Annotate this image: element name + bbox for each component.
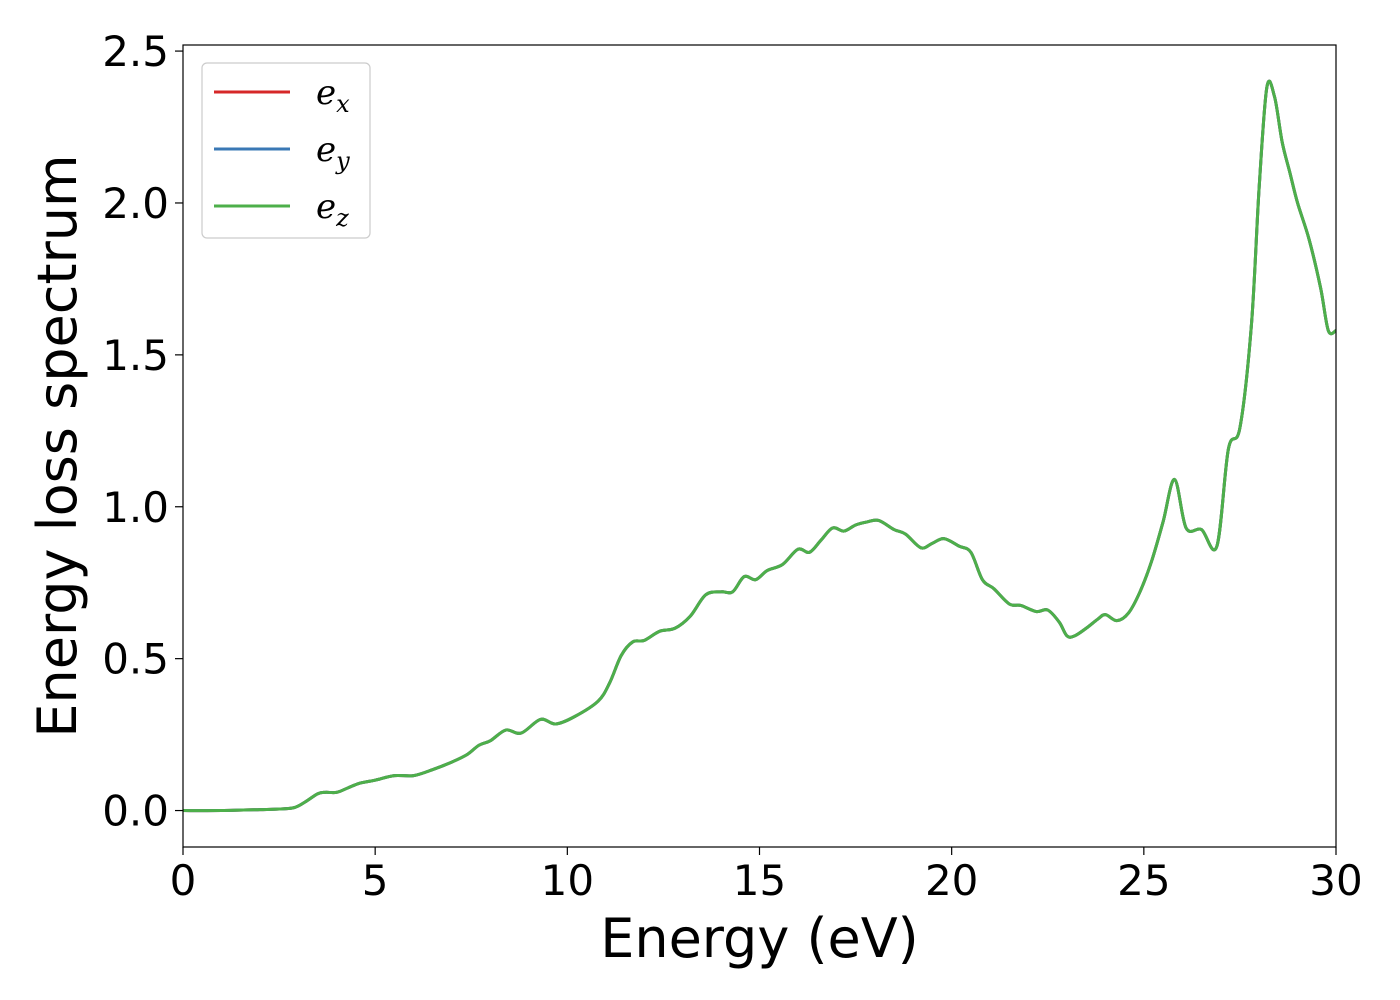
x-tick-label: 5 xyxy=(362,856,389,905)
x-tick-label: 15 xyxy=(733,856,786,905)
y-axis-ticks: 0.0 0.5 1.0 1.5 2.0 2.5 xyxy=(102,27,183,835)
x-axis-ticks: 0 5 10 15 20 25 30 xyxy=(170,847,1363,905)
y-tick-label: 1.5 xyxy=(102,331,169,380)
y-axis-label: Energy loss spectrum xyxy=(26,154,89,737)
x-tick-label: 10 xyxy=(541,856,594,905)
x-tick-label: 25 xyxy=(1117,856,1170,905)
x-tick-label: 30 xyxy=(1309,856,1362,905)
x-tick-label: 20 xyxy=(925,856,978,905)
x-axis-label: Energy (eV) xyxy=(600,907,919,970)
y-tick-label: 2.0 xyxy=(102,179,169,228)
y-tick-label: 0.0 xyxy=(102,787,169,836)
y-tick-label: 1.0 xyxy=(102,483,169,532)
y-tick-label: 2.5 xyxy=(102,27,169,76)
y-tick-label: 0.5 xyxy=(102,635,169,684)
x-tick-label: 0 xyxy=(170,856,197,905)
